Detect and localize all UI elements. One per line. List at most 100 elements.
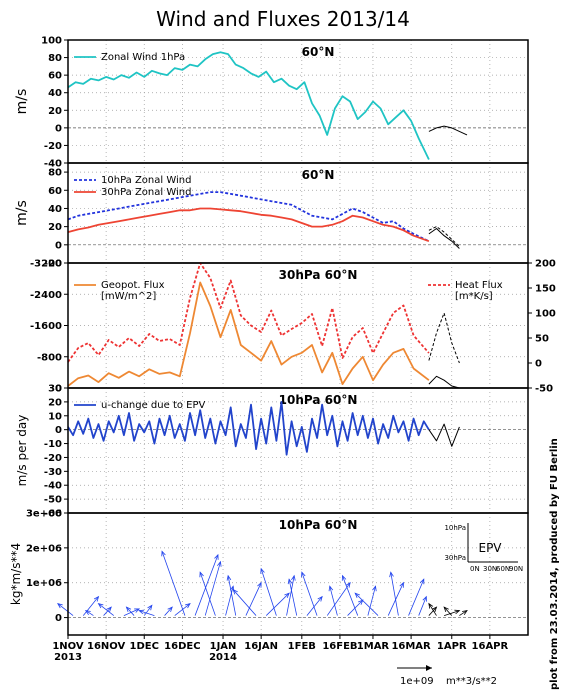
inset-label: 60N [496,565,510,573]
y-tick-label: 80 [48,168,62,179]
epv-vector-head [422,595,427,602]
epv-vector [139,610,155,616]
legend-units: [mW/m^2] [101,291,156,302]
legend-label: Geopot. Flux [101,280,165,291]
legend-label: Zonal Wind 1hPa [101,52,185,63]
epv-vector [143,605,153,616]
x-tick-label: 16NOV [87,641,126,652]
epv-vector [301,572,318,616]
epv-forecast-vector [428,606,437,616]
y-tick-label: -800 [37,352,62,363]
y-tick-label: 80 [48,53,62,64]
series-forecast-dashed [428,226,460,247]
epv-vector [245,582,262,616]
epv-forecast-vector-head [431,606,438,612]
vector-scale-label: 1e+09 [400,676,434,687]
vector-scale: 1e+09 m**3/s**2 [397,665,497,687]
y-tick-label: 2e+06 [26,543,62,554]
y-tick-label: 1e+06 [26,578,62,589]
epv-vector-head [419,578,425,585]
x-tick-label: 16JAN [244,641,278,652]
panel-title: 60°N [302,45,335,59]
y-tick-label: 0 [55,240,62,251]
epv-vector [98,603,114,616]
y-tick-label: 3e+06 [26,509,62,520]
y-tick-label: 40 [48,204,62,215]
epv-vector-head [217,560,222,567]
epv-vector [306,596,323,616]
y2-tick-label: 50 [535,334,549,345]
epv-vector [199,572,216,616]
y-tick-label: -40 [44,159,62,170]
epv-vector-head [161,550,166,557]
epv-vector-head [125,606,132,612]
y-tick-label: 100 [41,36,62,47]
x-tick-label: 16APR [472,641,509,652]
epv-vector-head [84,610,91,615]
epv-vector [103,606,112,616]
y-tick-label: 20 [48,397,62,408]
y-tick-label: 30 [48,384,62,395]
inset-label: 0N [470,565,480,573]
series-30hpa-zonal-wind [67,207,430,243]
series-geopot-flux [67,281,430,387]
epv-vector-head [257,581,262,588]
epv-vector-head [399,581,404,588]
legend-label: 10hPa Zonal Wind [101,175,191,186]
side-note: plot from 23.03.2014, produced by FU Ber… [549,438,560,690]
panel-title: 30hPa 60°N [279,268,358,282]
epv-vector-head [328,585,334,592]
series-10hpa-zonal-wind [67,191,430,243]
epv-vector-head [372,585,377,592]
epv-vector [329,586,338,616]
series-forecast [428,423,460,447]
epv-vector-head [301,571,306,578]
epv-vector-head [232,588,238,595]
y2-tick-label: 100 [535,309,556,320]
epv-vector [126,606,135,616]
y-axis-label: m/s per day [15,415,29,487]
epv-vector [342,575,359,616]
epv-vector [232,589,257,616]
epv-vector-head [214,553,219,560]
series-forecast-heat [428,312,460,364]
inset-label: 10hPa [444,524,466,532]
x-tick-label: 1APR [437,641,467,652]
epv-vector [161,551,186,616]
epv-vector [390,572,399,616]
vector-scale-arrowhead [426,665,432,671]
epv-forecast-vector-head [443,606,449,612]
epv-vector-head [185,602,191,609]
series-heat-flux [67,262,430,363]
y2-tick-label: 200 [535,259,556,270]
epv-vector [204,561,221,616]
y-tick-label: 0 [55,425,62,436]
epv-vector [367,586,376,616]
epv-vector [408,579,425,616]
x-tick-label: 1DEC [130,641,159,652]
y-tick-label: 20 [48,106,62,117]
figure-title: Wind and Fluxes 2013/14 [156,7,410,31]
y-tick-label: -60 [44,509,62,520]
y2-tick-label: 0 [535,359,542,370]
y-tick-label: 10 [48,411,62,422]
x-tick-label: 1FEB [288,641,316,652]
epv-forecast-vector-head [462,610,468,615]
y-axis-label: m/s [14,200,30,226]
legend-units: [m*K/s] [455,291,493,302]
epv-vector-head [287,578,293,585]
y2-tick-label: 150 [535,284,556,295]
epv-vector-head [106,606,112,612]
vector-scale-units: m**3/s**2 [446,676,497,687]
y-tick-label: 60 [48,186,62,197]
epv-forecast-vector [459,610,468,616]
series-forecast-geop [428,375,460,389]
epv-vector [354,592,379,616]
y-tick-label: -3200 [30,259,62,270]
epv-vector-head [134,608,141,613]
y-tick-label: -2400 [30,290,62,301]
epv-vector-head [138,609,145,615]
series-u-change-due-to-epv [67,400,430,456]
